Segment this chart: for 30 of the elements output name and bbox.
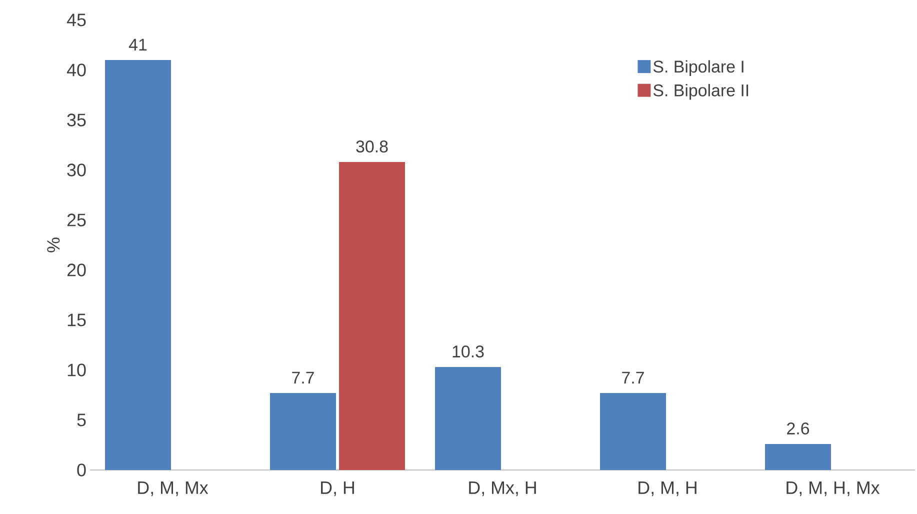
bar — [105, 60, 171, 470]
y-tick-label: 15 — [68, 314, 86, 326]
y-tick-label: 25 — [67, 214, 86, 226]
bar — [270, 393, 336, 470]
data-label: 7.7 — [292, 372, 314, 384]
y-tick-label: 0 — [77, 464, 86, 476]
data-label: 7.7 — [622, 372, 644, 384]
y-tick-label: 10 — [68, 364, 86, 376]
y-tick-label: 45 — [66, 14, 86, 26]
y-tick-label: 30 — [67, 164, 86, 176]
legend-label: S. Bipolare I — [653, 60, 744, 76]
bar — [600, 393, 666, 470]
legend-label: S. Bipolare II — [653, 84, 748, 100]
y-tick-label: 40 — [66, 64, 86, 76]
data-label: 10.3 — [452, 345, 484, 358]
bar — [435, 367, 502, 470]
x-tick-label: D, H — [321, 482, 354, 496]
data-label: 2.6 — [787, 422, 810, 434]
y-tick-label: 35 — [67, 114, 86, 126]
y-tick-label: 20 — [67, 264, 86, 276]
bar — [339, 162, 406, 470]
x-tick-label: D, Mx, H — [469, 482, 536, 496]
bar — [765, 444, 832, 470]
data-label: 30.8 — [356, 140, 388, 152]
x-tick-label: D, M, H — [638, 482, 696, 496]
x-tick-label: D, M, H, Mx — [786, 482, 880, 496]
y-tick-label: 5 — [77, 414, 86, 426]
x-tick-label: D, M, Mx — [138, 482, 208, 496]
data-label: 41 — [128, 38, 147, 50]
y-axis-title: % — [47, 238, 60, 252]
